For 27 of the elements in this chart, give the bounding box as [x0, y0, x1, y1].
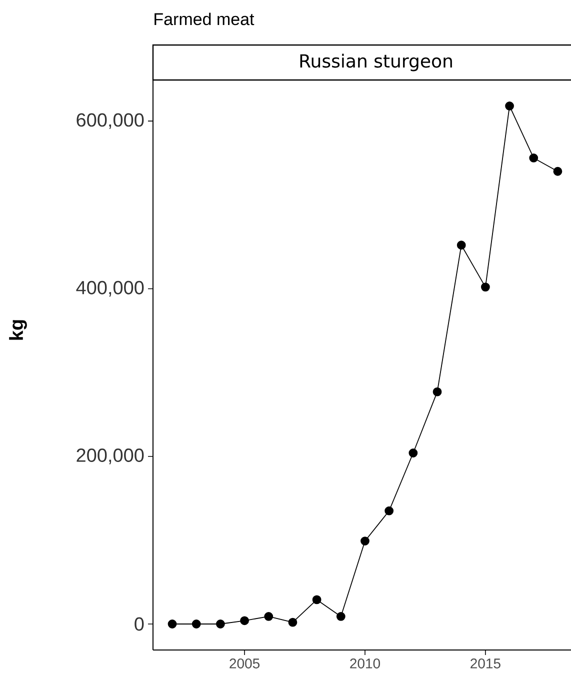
point: [264, 612, 274, 621]
x-tick-label: 2010: [350, 658, 380, 668]
x-tick-label: 2005: [230, 658, 260, 668]
point: [240, 616, 249, 626]
point: [505, 102, 514, 110]
point: [384, 506, 394, 516]
point: [336, 612, 346, 621]
point: [480, 282, 490, 292]
point: [312, 595, 322, 604]
point: [553, 166, 562, 176]
point: [432, 387, 442, 396]
point: [360, 536, 370, 546]
y-tick-label: 0: [134, 617, 144, 631]
point: [529, 154, 538, 162]
point: [216, 620, 225, 628]
point: [408, 448, 418, 458]
chart-title: Farmed meat: [154, 12, 254, 26]
point: [192, 620, 201, 628]
y-tick-label: 200,000: [76, 448, 144, 464]
y-tick-label: 400,000: [76, 280, 144, 297]
chart-subtitle: Russian sturgeon: [300, 54, 452, 72]
x-tick-label: 2015: [470, 658, 500, 668]
point: [168, 620, 177, 628]
y-axis-title: kg: [9, 320, 27, 340]
point: [456, 240, 466, 250]
point: [288, 618, 298, 627]
y-tick-label: 600,000: [76, 113, 144, 129]
